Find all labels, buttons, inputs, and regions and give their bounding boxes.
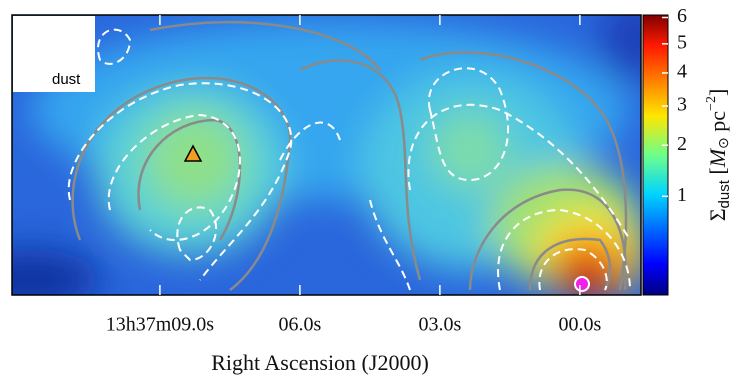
x-tick-label: 13h37m09.0s (106, 314, 215, 336)
x-tick-label: 06.0s (279, 314, 322, 336)
unit-sup: −2 (704, 96, 719, 111)
x-tick-label: 03.0s (418, 314, 461, 336)
colorbar-tick-label: 3 (677, 94, 687, 116)
x-axis-label: Right Ascension (J2000) (211, 350, 429, 375)
close: ] (705, 89, 730, 96)
colorbar-tick-label: 5 (677, 31, 687, 53)
sym: Σ (705, 208, 730, 221)
colorbar (643, 15, 668, 295)
figure: dust 13h37m09.0s 06.0s 03.0s 00.0s Right As… (0, 0, 736, 381)
colorbar-label: Σdust [M⊙ pc−2] (704, 89, 733, 222)
open: [ (705, 167, 730, 180)
colorbar-tick-label: 6 (677, 5, 687, 27)
legend-label: dust (52, 71, 81, 88)
colorbar-tick-label: 4 (677, 61, 687, 83)
circle-marker (575, 277, 589, 291)
colorbar-tick-label: 2 (677, 133, 687, 155)
colorbar-tick-label: 1 (677, 184, 687, 206)
x-tick-label: 00.0s (558, 314, 601, 336)
sub: dust (716, 179, 733, 208)
map (0, 0, 680, 310)
unit-sub: ⊙ (717, 137, 732, 149)
unit: M (705, 147, 730, 168)
mid: pc (705, 111, 730, 138)
